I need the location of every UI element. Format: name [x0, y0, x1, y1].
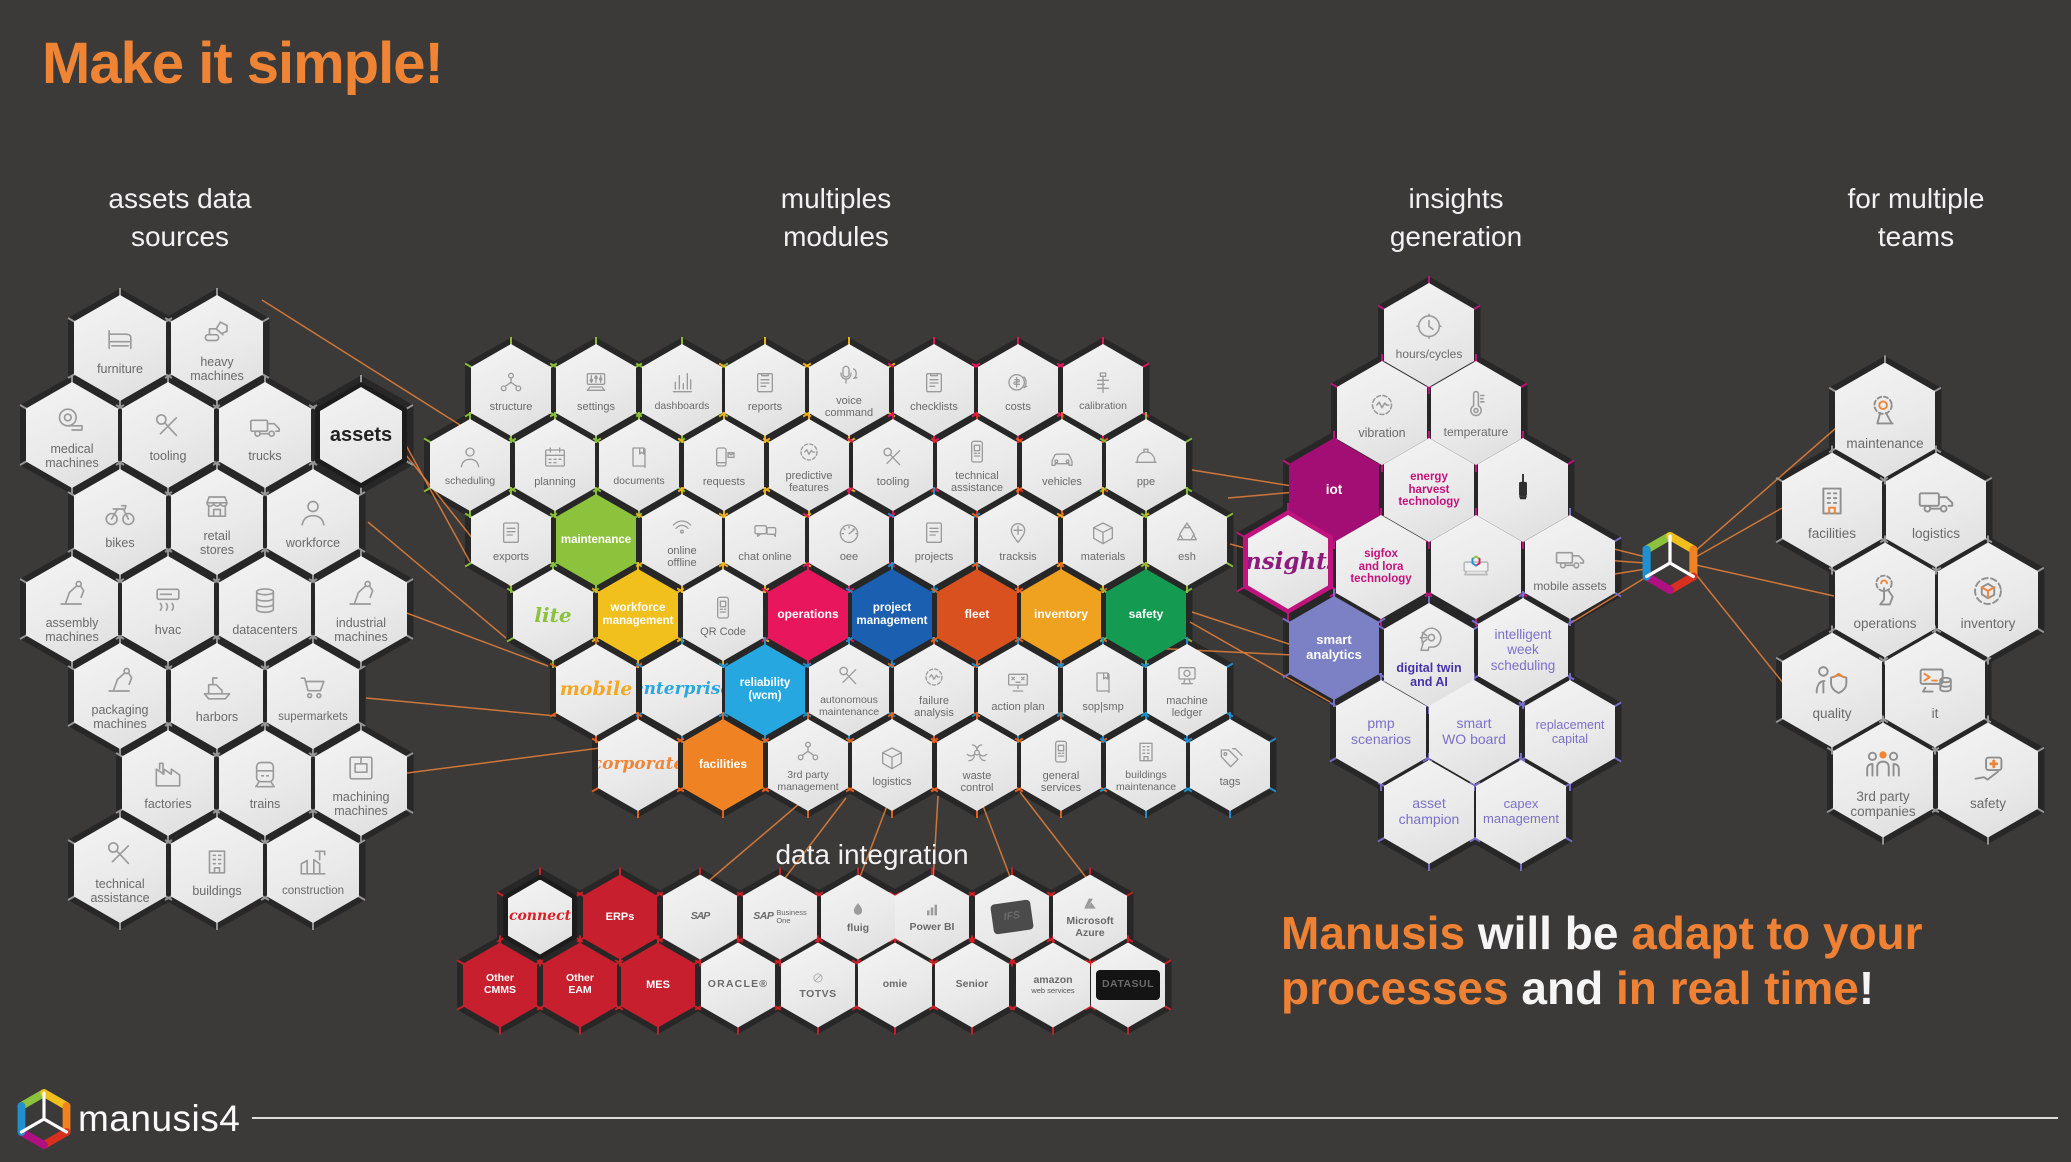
section-header-assets-data: assets data sources: [108, 183, 252, 252]
tagline-segment: Manusis: [1281, 907, 1478, 959]
tagline: Manusis will be adapt to your processes a…: [1281, 906, 2051, 1016]
tagline-segment: adapt to your: [1631, 907, 1923, 959]
tagline-segment: will be: [1477, 907, 1632, 959]
section-header-multiples: multiples modules: [780, 183, 892, 252]
footer-divider: [252, 1117, 2058, 1119]
tagline-segment: in real time: [1615, 962, 1859, 1015]
section-header-data-integration: data integration: [775, 839, 969, 870]
cube-logo: [1642, 531, 1698, 595]
tagline-segment: processes: [1281, 962, 1522, 1015]
section-header-insights: insights generation: [1389, 183, 1523, 252]
tagline-segment: and: [1521, 962, 1616, 1015]
tagline-segment: !: [1858, 962, 1875, 1015]
slide-title: Make it simple!: [42, 31, 444, 96]
cube-logo: [17, 1089, 71, 1149]
brand-wordmark: manusis4: [78, 1098, 241, 1139]
section-header-for-multiple: for multiple teams: [1847, 183, 1985, 252]
